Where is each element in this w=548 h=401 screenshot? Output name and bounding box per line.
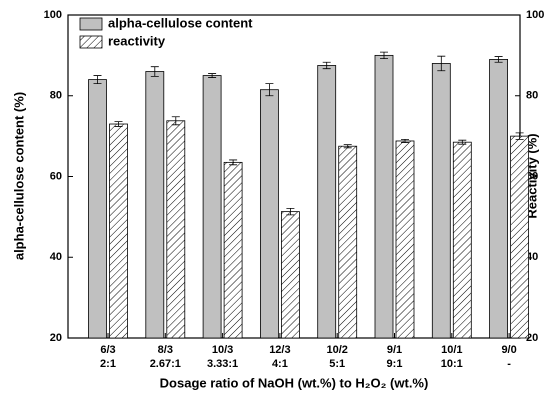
error-bar [401, 138, 409, 143]
x-tick-label: 10/3 [212, 344, 233, 356]
error-bar [265, 83, 274, 97]
x-tick-label: 6/3 [100, 344, 115, 356]
bar [109, 123, 128, 339]
bar [395, 140, 415, 339]
legend-swatch [79, 35, 103, 49]
x-tick-label: 12/3 [269, 344, 290, 356]
bar [280, 211, 300, 339]
y-tick-label: 100 [44, 9, 62, 21]
bar [223, 161, 243, 339]
y2-tick-label: 40 [526, 251, 538, 263]
x-tick-label: 2:1 [100, 358, 116, 370]
x-tick-label: 4:1 [272, 358, 288, 370]
error-bar [437, 55, 446, 72]
x-tick-label: 9/1 [387, 344, 402, 356]
x-tick-label: - [507, 358, 511, 370]
x-tick-label: 2.67:1 [150, 358, 181, 370]
x-tick-label: 5:1 [329, 358, 345, 370]
bar [145, 71, 165, 339]
y-tick-label: 20 [50, 332, 62, 344]
error-bar [93, 75, 102, 85]
bar [166, 120, 186, 339]
error-bar [229, 159, 238, 166]
x-tick-label: 9:1 [387, 358, 403, 370]
bar [489, 59, 509, 339]
x-tick-label: 3.33:1 [207, 358, 238, 370]
error-bar [515, 132, 524, 140]
error-bar [114, 121, 123, 127]
bar [374, 54, 394, 339]
bar [259, 89, 279, 339]
x-tick-label: 8/3 [158, 344, 173, 356]
x-tick-label: 10:1 [441, 358, 463, 370]
y2-tick-label: 60 [526, 170, 538, 182]
x-tick-label: 9/0 [501, 344, 516, 356]
bar [88, 79, 107, 339]
error-bar [458, 139, 467, 145]
error-bar [494, 56, 503, 63]
bar [317, 65, 337, 339]
error-bar [286, 207, 295, 216]
bar [202, 75, 222, 339]
error-bar [380, 51, 388, 60]
error-bar [322, 61, 331, 70]
y2-tick-label: 100 [526, 9, 544, 21]
y2-tick-label: 20 [526, 332, 538, 344]
y-axis-label: alpha-cellulose content (%) [11, 92, 26, 260]
error-bar [150, 66, 159, 77]
y2-tick-label: 80 [526, 90, 538, 102]
error-bar [171, 116, 180, 126]
x-tick-label: 10/1 [441, 344, 462, 356]
y-tick-label: 40 [50, 251, 62, 263]
y-tick-label: 80 [50, 90, 62, 102]
bar [452, 141, 472, 339]
legend-label: reactivity [108, 33, 166, 48]
x-tick-label: 10/2 [326, 344, 347, 356]
legend-label: alpha-cellulose content [108, 15, 253, 30]
bar [510, 135, 530, 339]
bar [431, 63, 451, 339]
error-bar [208, 73, 217, 78]
error-bar [343, 144, 352, 149]
bar [338, 145, 358, 339]
x-axis-label: Dosage ratio of NaOH (wt.%) to H₂O₂ (wt.… [160, 375, 429, 390]
y-tick-label: 60 [50, 170, 62, 182]
legend-swatch [79, 17, 103, 31]
